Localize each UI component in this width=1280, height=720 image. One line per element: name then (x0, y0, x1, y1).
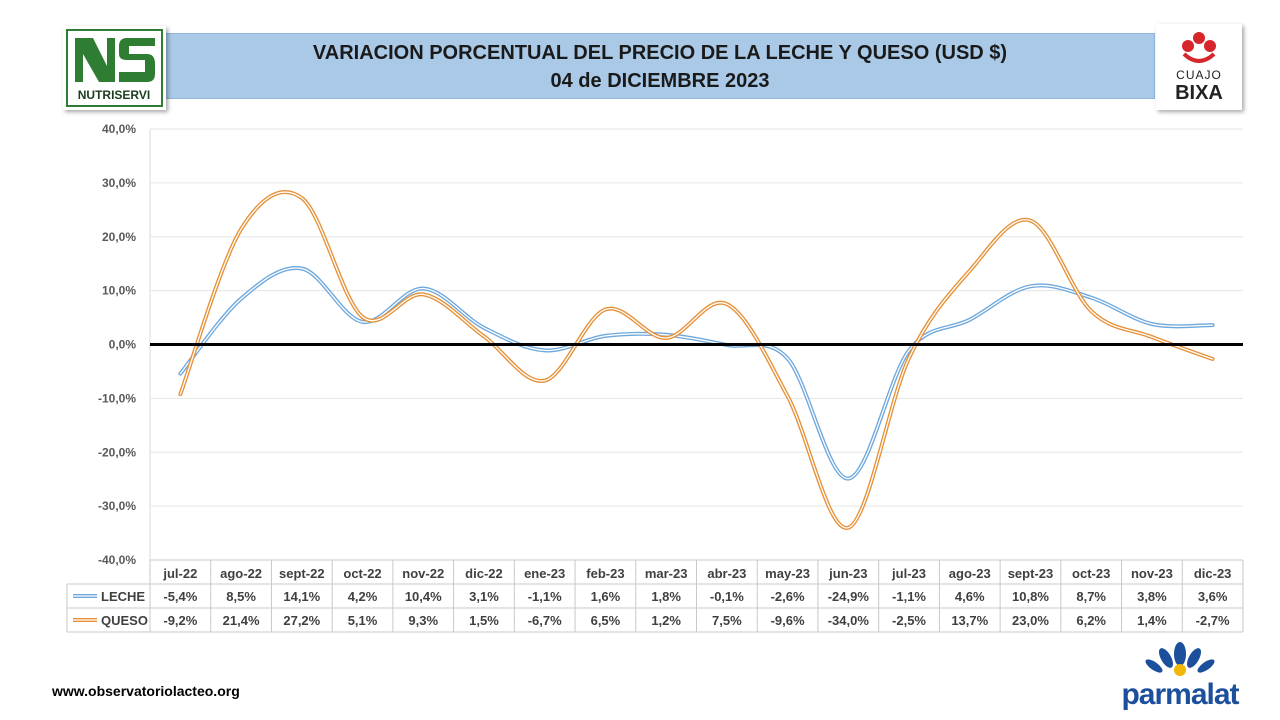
parmalat-text: parmalat (1121, 678, 1239, 711)
data-label-leche: 1,8% (651, 589, 681, 604)
data-label-queso: 1,2% (651, 613, 681, 628)
data-label-queso: 23,0% (1012, 613, 1049, 628)
data-label-leche: -24,9% (828, 589, 870, 604)
data-label-leche: 4,2% (348, 589, 378, 604)
data-label-leche: -2,6% (771, 589, 805, 604)
cuajo-bixa-logo: CUAJO BIXA (1156, 24, 1242, 110)
data-label-queso: 7,5% (712, 613, 742, 628)
x-tick-label: nov-22 (402, 566, 444, 581)
nutriservi-logo-mark: NUTRISERVI (66, 29, 163, 107)
data-label-queso: 21,4% (223, 613, 260, 628)
data-label-leche: 3,6% (1198, 589, 1228, 604)
y-tick-label: -10,0% (98, 391, 136, 405)
data-label-queso: 27,2% (283, 613, 320, 628)
parmalat-flower-icon (1145, 642, 1215, 676)
series-line-leche-inner (179, 267, 1214, 480)
x-tick-label: oct-22 (343, 566, 381, 581)
data-label-leche: 1,6% (591, 589, 621, 604)
data-table: jul-22 ago-22 sept-22 oct-22 nov-22 dic-22 ene… (66, 559, 1244, 633)
series-lines (150, 190, 1243, 530)
y-tick-label: 10,0% (102, 284, 136, 298)
chart-title-bar: VARIACION PORCENTUAL DEL PRECIO DE LA LE… (165, 33, 1155, 99)
x-tick-label: ago-23 (949, 566, 991, 581)
data-label-queso: -9,2% (163, 613, 197, 628)
y-axis-ticks: 40,0% 30,0% 20,0% 10,0% 0,0% -10,0% -20,0% -30,… (98, 122, 136, 567)
y-tick-label: 20,0% (102, 230, 136, 244)
y-tick-label: 40,0% (102, 122, 136, 136)
nutriservi-logo-text: NUTRISERVI (78, 88, 150, 102)
y-tick-label: -40,0% (98, 553, 136, 567)
parmalat-logo: parmalat (1110, 640, 1250, 715)
data-label-queso: 6,2% (1076, 613, 1106, 628)
data-label-leche: -1,1% (892, 589, 926, 604)
x-tick-label: mar-23 (645, 566, 688, 581)
data-label-queso: 5,1% (348, 613, 378, 628)
data-label-leche: -5,4% (163, 589, 197, 604)
data-label-queso: -2,7% (1196, 613, 1230, 628)
x-tick-label: jul-23 (891, 566, 926, 581)
data-label-queso: 1,4% (1137, 613, 1167, 628)
x-tick-label: oct-23 (1072, 566, 1110, 581)
chart-date: 04 de DICIEMBRE 2023 (550, 70, 770, 92)
data-label-queso: -9,6% (771, 613, 805, 628)
x-tick-label: sept-22 (279, 566, 325, 581)
data-label-queso: 13,7% (951, 613, 988, 628)
x-tick-label: jun-23 (828, 566, 867, 581)
x-tick-label: abr-23 (707, 566, 746, 581)
line-chart: 40,0% 30,0% 20,0% 10,0% 0,0% -10,0% -20,0% -30,… (66, 122, 1244, 633)
x-tick-label: ene-23 (524, 566, 565, 581)
data-label-queso: 9,3% (408, 613, 438, 628)
data-label-leche: 10,8% (1012, 589, 1049, 604)
x-tick-label: feb-23 (586, 566, 624, 581)
legend-label-queso: QUESO (101, 613, 148, 628)
data-label-leche: 3,8% (1137, 589, 1167, 604)
x-tick-label: dic-23 (1194, 566, 1232, 581)
data-label-queso: -34,0% (828, 613, 870, 628)
cuajo-text: CUAJO (1176, 68, 1222, 82)
x-tick-label: nov-23 (1131, 566, 1173, 581)
series-line-queso-inner (179, 191, 1214, 529)
y-tick-label: -30,0% (98, 499, 136, 513)
data-label-leche: 3,1% (469, 589, 499, 604)
bixa-text: BIXA (1175, 82, 1223, 104)
x-tick-label: dic-22 (465, 566, 503, 581)
y-tick-label: 30,0% (102, 176, 136, 190)
data-label-queso: 1,5% (469, 613, 499, 628)
data-label-leche: -0,1% (710, 589, 744, 604)
x-tick-label: sept-23 (1008, 566, 1054, 581)
y-tick-label: -20,0% (98, 445, 136, 459)
data-label-leche: -1,1% (528, 589, 562, 604)
x-tick-label: ago-22 (220, 566, 262, 581)
y-tick-label: 0,0% (109, 338, 137, 352)
x-tick-label: jul-22 (162, 566, 197, 581)
website-url[interactable]: www.observatoriolacteo.org (52, 683, 240, 699)
data-label-leche: 8,7% (1076, 589, 1106, 604)
chart-title: VARIACION PORCENTUAL DEL PRECIO DE LA LE… (312, 42, 1008, 64)
data-label-queso: -2,5% (892, 613, 926, 628)
data-label-queso: -6,7% (528, 613, 562, 628)
cuajo-flower-icon (1182, 32, 1216, 63)
x-tick-label: may-23 (765, 566, 810, 581)
data-label-leche: 10,4% (405, 589, 442, 604)
data-label-leche: 4,6% (955, 589, 985, 604)
data-label-leche: 8,5% (226, 589, 256, 604)
legend-label-leche: LECHE (101, 589, 145, 604)
data-label-queso: 6,5% (591, 613, 621, 628)
series-line-queso (178, 190, 1215, 530)
nutriservi-logo: NUTRISERVI (63, 26, 166, 110)
data-label-leche: 14,1% (283, 589, 320, 604)
